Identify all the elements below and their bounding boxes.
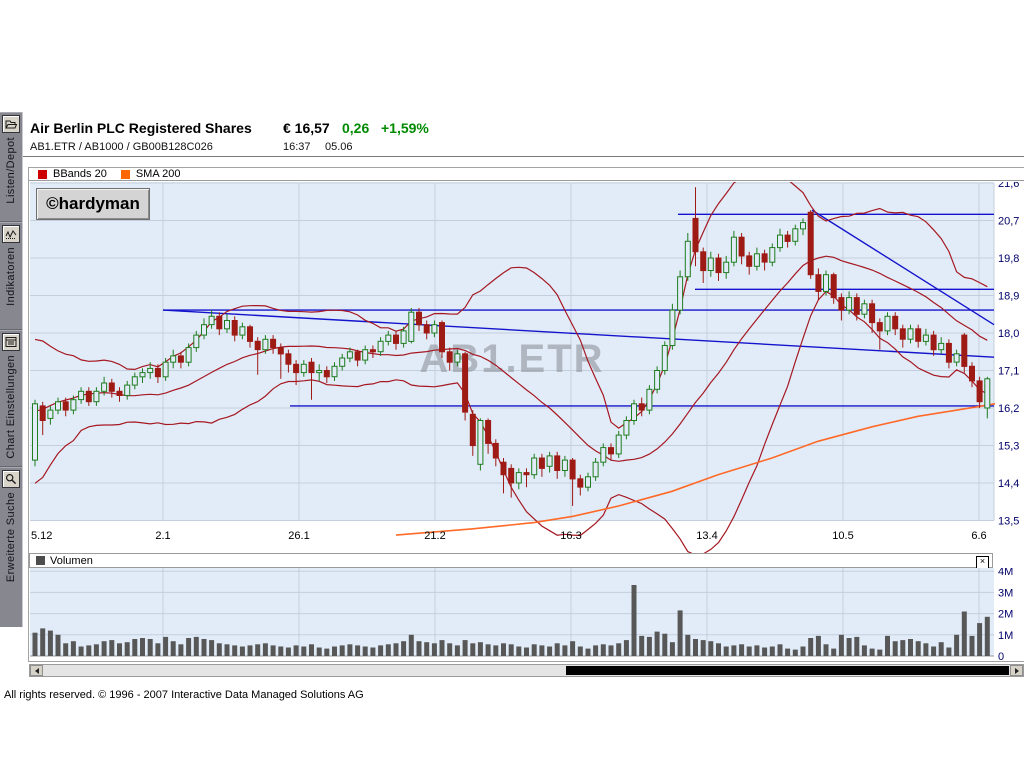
sidebar-tab-listen-depot[interactable]: Listen/Depot [0,112,22,222]
bbands-legend-label: BBands 20 [53,168,107,180]
svg-text:26.1: 26.1 [288,530,309,542]
scroll-left-arrow-icon[interactable] [30,665,43,676]
bbands-swatch [38,169,47,179]
chart-widget: BBands 20 SMA 200 AB1.ETR 21,6 20,7 19,8 18,… [28,167,1024,662]
sidebar-tab-erweiterte-suche[interactable]: Erweiterte Suche [0,467,22,626]
price-change: 0,26 [342,120,370,136]
sidebar-tab-chart-einstellungen[interactable]: Chart Einstellungen [0,330,22,467]
svg-text:3M: 3M [998,587,1013,599]
symbol-isin-line: AB1.ETR / AB1000 / GB00B128C026 [30,141,213,153]
sidebar-tab-label: Listen/Depot [5,137,17,204]
svg-text:0: 0 [998,651,1004,661]
main-chart-legend: BBands 20 SMA 200 [29,168,1024,181]
settings-icon[interactable] [2,333,20,351]
svg-text:10.5: 10.5 [832,530,853,542]
svg-text:4M: 4M [998,568,1013,578]
svg-text:17,1: 17,1 [998,366,1019,378]
sma200-legend-label: SMA 200 [135,168,181,180]
last-price: € 16,57 [283,120,330,136]
svg-text:18,9: 18,9 [998,291,1019,303]
svg-text:16.3: 16.3 [560,530,581,542]
svg-text:2.1: 2.1 [155,530,170,542]
volume-swatch [36,556,45,565]
volume-legend-bar: Volumen × [29,553,993,569]
svg-text:13.4: 13.4 [696,530,717,542]
magnifier-icon[interactable] [2,470,20,488]
sidebar-tab-indikatoren[interactable]: Indikatoren [0,222,22,330]
svg-text:18,0: 18,0 [998,328,1019,340]
svg-text:2M: 2M [998,609,1013,621]
sidebar-tab-label: Chart Einstellungen [5,355,17,459]
chart-horizontal-scrollbar[interactable] [29,664,1024,677]
svg-text:6.6: 6.6 [971,530,986,542]
price-chart-canvas[interactable]: AB1.ETR21,620,719,818,918,017,116,215,31… [29,182,1024,553]
sidebar: Listen/Depot Indikatoren Chart Einstellu… [0,112,23,627]
folder-icon[interactable] [2,115,20,133]
svg-text:19,8: 19,8 [998,253,1019,265]
svg-text:13,5: 13,5 [998,516,1019,528]
header-separator [22,156,1024,157]
svg-text:16,2: 16,2 [998,403,1019,415]
scrollbar-thumb[interactable] [566,666,1009,675]
hardyman-watermark-badge: ©hardyman [36,188,150,220]
copyright-text: All rights reserved. © 1996 - 2007 Inter… [4,689,364,701]
svg-text:21.2: 21.2 [424,530,445,542]
quote-time: 16:37 [283,141,311,153]
sidebar-tab-label: Indikatoren [5,247,17,306]
svg-text:5.12: 5.12 [31,530,52,542]
sidebar-tab-label: Erweiterte Suche [5,492,17,583]
instrument-title: Air Berlin PLC Registered Shares [30,120,252,136]
volume-chart-canvas[interactable]: 4M 3M 2M 1M 0 [29,568,1024,661]
volume-legend-label: Volumen [50,554,93,567]
svg-text:20,7: 20,7 [998,216,1019,228]
price-change-percent: +1,59% [381,120,429,136]
svg-text:14,4: 14,4 [998,478,1019,490]
svg-text:15,3: 15,3 [998,441,1019,453]
sma200-swatch [120,169,130,179]
quote-date: 05.06 [325,141,353,153]
svg-text:21,6: 21,6 [998,182,1019,190]
svg-text:1M: 1M [998,630,1013,642]
indicator-icon[interactable] [2,225,20,243]
scroll-right-arrow-icon[interactable] [1010,665,1023,676]
